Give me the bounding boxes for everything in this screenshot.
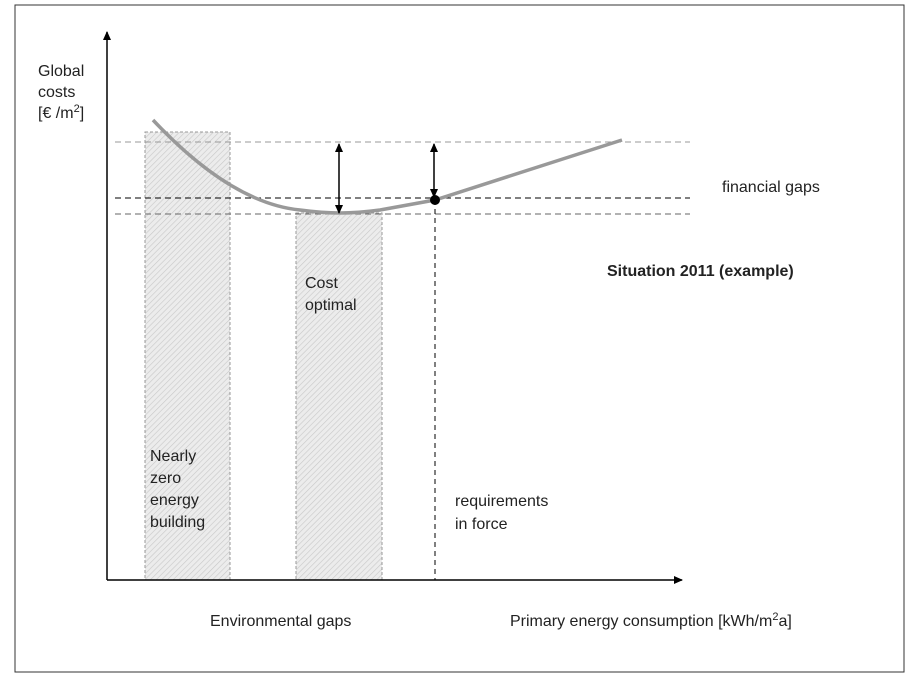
y-axis-label: costs: [38, 84, 75, 101]
nzeb-band: [144, 131, 231, 581]
x-axis-label: Primary energy consumption [kWh/m2a]: [510, 611, 792, 630]
cost-optimal-band: [295, 212, 383, 581]
financial-gaps-label: financial gaps: [722, 179, 820, 196]
requirements-label: requirements: [455, 493, 548, 510]
cost-optimal-label: Cost: [305, 275, 338, 292]
y-axis-unit: [€ /m2]: [38, 103, 84, 122]
nzeb-label: zero: [150, 470, 181, 487]
requirements-label: in force: [455, 516, 508, 533]
nzeb-label: energy: [150, 492, 199, 509]
nzeb-label: Nearly: [150, 448, 196, 465]
frame: [14, 4, 905, 673]
environmental-gaps-label: Environmental gaps: [210, 613, 351, 630]
cost-curve: [151, 118, 623, 215]
situation-label: Situation 2011 (example): [607, 263, 794, 280]
current-point: [430, 195, 440, 205]
y-axis-label: Global: [38, 63, 84, 80]
nzeb-label: building: [150, 514, 205, 531]
cost-optimal-label: optimal: [305, 297, 357, 314]
